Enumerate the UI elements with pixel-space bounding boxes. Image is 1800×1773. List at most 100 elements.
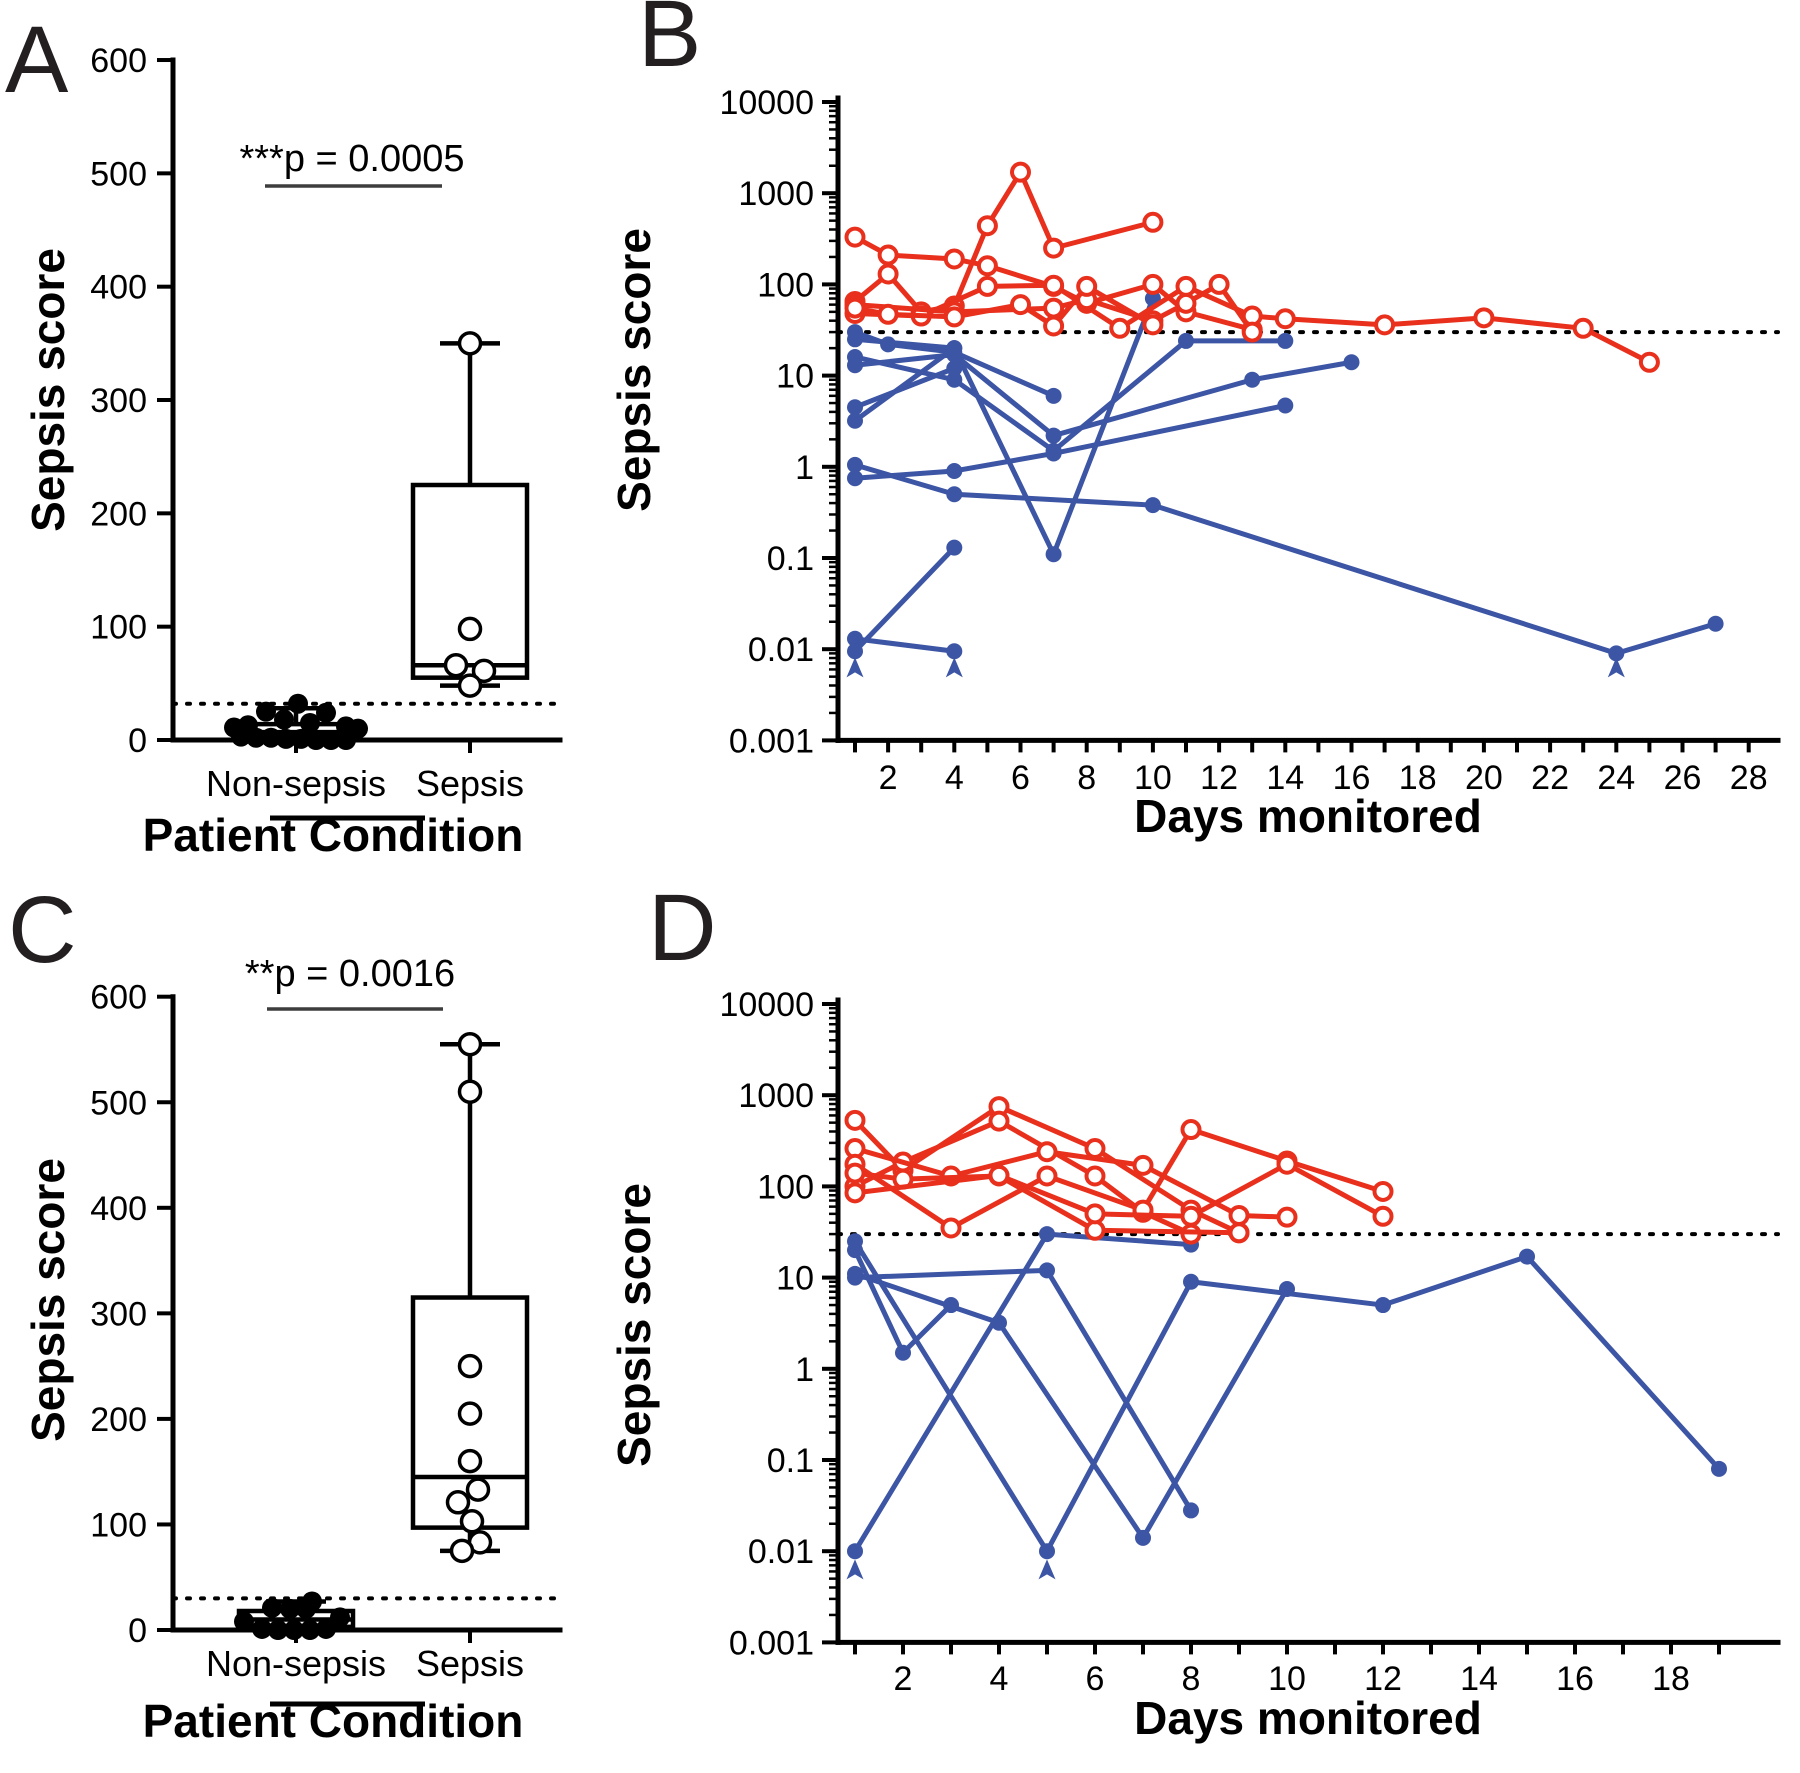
data-point-filled [847,456,863,473]
data-point-open [465,1477,491,1502]
data-point-open [445,1490,471,1515]
x-tick-label: 6 [1011,759,1030,797]
x-tick-label: 10 [1134,759,1172,797]
data-point-filled [946,371,963,388]
data-point-filled [1045,427,1062,444]
non-sepsis-series [847,360,963,416]
data-point-open [1180,1119,1202,1141]
data-point-filled [330,1607,350,1628]
data-point-open [1175,292,1197,314]
non-sepsis-series [847,630,963,660]
data-point-filled [1279,1280,1295,1297]
series-line [852,545,957,654]
data-point-open [976,275,998,297]
data-point-filled [1375,1297,1391,1314]
panel-b: B Sepsis score 0.001 0.01 0.1 1 10 100 1000 100… [608,0,1781,842]
censored-arrowhead [846,1559,864,1580]
data-point-filled [1039,1262,1055,1279]
data-point-open [844,297,866,319]
panel-b-ylabel: Sepsis score [608,228,660,512]
data-point-filled [246,727,266,748]
data-point-open [457,331,483,356]
data-point-open [988,1164,1010,1186]
series-line [852,1267,1194,1513]
x-tick-label: 12 [1364,1660,1402,1698]
panel-c-ylabel: Sepsis score [22,1158,74,1442]
x-tick-label: 6 [1086,1660,1105,1698]
panel-d-letter: D [648,875,717,981]
data-point-filled [946,360,963,377]
data-point-open [1109,317,1131,339]
data-point-open [457,1079,483,1104]
panel-c-category-nonsepsis: Non-sepsis [206,1643,386,1684]
non-sepsis-series [847,340,963,429]
data-point-filled [234,1611,254,1632]
panel-b-letter: B [638,0,701,87]
x-tick-label: 10 [1268,1660,1306,1698]
data-point-open [976,255,998,277]
non-sepsis-series [847,397,1294,487]
data-point-filled [847,630,863,647]
x-tick-label: 12 [1200,759,1238,797]
series-line [852,1231,1194,1554]
x-tick-label: 16 [1556,1660,1594,1698]
y-tick-label: 10 [776,358,814,396]
data-point-filled [1183,1273,1199,1290]
data-point-open [1043,315,1065,337]
y-tick-label: 200 [90,495,147,533]
data-point-open [1274,308,1296,330]
panel-d-ylabel: Sepsis score [608,1183,660,1467]
data-point-open [844,1109,866,1131]
data-point-open [471,658,497,684]
data-point-filled [288,693,308,714]
data-point-filled [946,340,963,357]
box [410,482,530,680]
data-point-open [443,652,469,678]
data-point-open [1043,274,1065,296]
data-point-filled [895,1344,911,1361]
panel-c-plot: 0 100 200 300 400 500 600 [90,979,563,1650]
data-point-filled [262,1597,282,1618]
data-point-open [943,306,965,328]
y-tick-label: 100 [90,1506,147,1544]
data-point-filled [847,1543,863,1560]
data-point-filled [274,709,294,730]
censored-arrowhead [1038,1559,1056,1580]
series-line [852,296,1156,557]
data-point-filled [946,539,963,556]
panel-a-xlabel: Patient Condition [143,809,524,861]
data-point-filled [847,357,863,374]
data-point-open [1036,1165,1058,1187]
data-point-filled [268,1620,288,1640]
data-point-open [457,1353,483,1379]
data-point-filled [946,462,963,479]
data-point-open [877,303,899,325]
non-sepsis-series [847,290,1161,563]
series-line [852,329,1057,399]
y-tick-label: 10 [776,1260,814,1298]
panel-b-xlabel: Days monitored [1134,790,1482,842]
data-point-filled [847,331,863,348]
series-line [852,403,1288,481]
series-line [852,1271,1290,1541]
data-point-open [1036,1141,1058,1163]
y-tick-label: 400 [90,1190,147,1228]
x-tick-label: 26 [1664,759,1702,797]
data-point-filled [256,701,276,722]
data-point-filled [280,1598,300,1619]
y-tick-label: 0.001 [729,1624,814,1662]
y-tick-label: 600 [90,979,147,1017]
data-point-filled [847,1269,863,1286]
data-point-filled [1045,387,1062,404]
data-point-filled [1039,1226,1055,1243]
y-tick-label: 0 [128,1612,147,1650]
x-tick-label: 14 [1460,1660,1498,1698]
y-tick-label: 500 [90,155,147,193]
data-point-open [1076,275,1098,297]
data-point-filled [991,1314,1007,1331]
sepsis-series [844,275,1164,337]
data-point-filled [1244,371,1261,388]
data-point-open [1473,307,1495,329]
data-point-open [1010,161,1031,183]
